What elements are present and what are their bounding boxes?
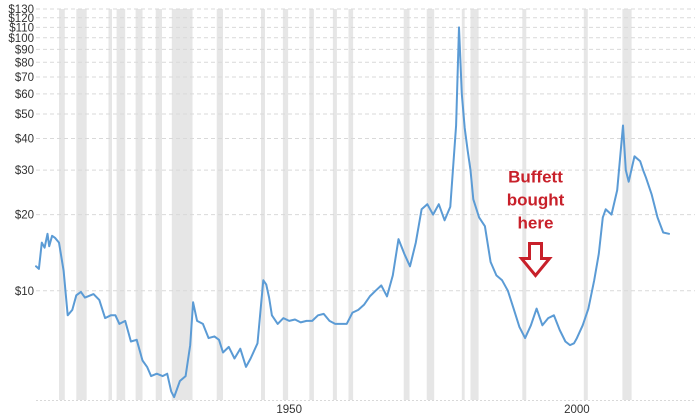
annotation-layer: Buffett bought here [507,168,565,278]
recession-band-0 [59,9,65,400]
recession-band-1 [76,9,87,400]
y-tick-label: $110 [9,22,34,34]
y-tick-label: $120 [8,13,34,25]
annotation-line: here [518,214,554,233]
y-tick-label: $70 [15,72,34,84]
y-tick-label: $130 [8,4,34,16]
recession-band-19 [622,9,632,400]
y-tick-label: $60 [15,89,34,101]
recession-band-4 [135,9,143,400]
annotation-line: bought [507,191,565,210]
recession-band-10 [309,9,314,400]
y-tick-label: $30 [15,165,34,177]
y-tick-label: $50 [15,109,34,121]
recession-band-12 [348,9,354,400]
recession-shading-layer [59,9,632,400]
price-series-line [35,26,670,399]
y-tick-label: $80 [15,57,34,69]
recession-band-6 [171,9,193,400]
y-tick-label: $20 [15,210,34,222]
x-tick-label: 1950 [276,404,302,416]
recession-band-8 [261,9,265,400]
recession-band-15 [461,9,465,400]
series-layer [35,26,670,399]
y-tick-label: $40 [15,134,34,146]
recession-band-5 [155,9,162,400]
x-axis-tick-labels: 1950 2000 [276,404,589,416]
recession-band-14 [426,9,435,400]
recession-band-9 [282,9,289,400]
recession-band-11 [332,9,337,400]
gridline-layer [36,8,695,401]
y-axis-tick-labels: $10 $20 $30 $40 $50 $60 $70 $80$90$100$110$120$… [8,4,34,298]
recession-band-13 [403,9,410,400]
recession-band-18 [583,9,588,400]
annotation-line: Buffett [508,168,563,187]
recession-band-3 [116,9,126,400]
y-tick-label: $100 [8,33,34,45]
y-tick-label: $90 [15,44,34,56]
down-arrow-icon [518,242,553,278]
x-tick-label: 2000 [564,404,590,416]
recession-band-17 [522,9,527,400]
recession-band-2 [108,9,112,400]
recession-band-7 [216,9,223,400]
y-tick-label: $10 [15,286,34,298]
